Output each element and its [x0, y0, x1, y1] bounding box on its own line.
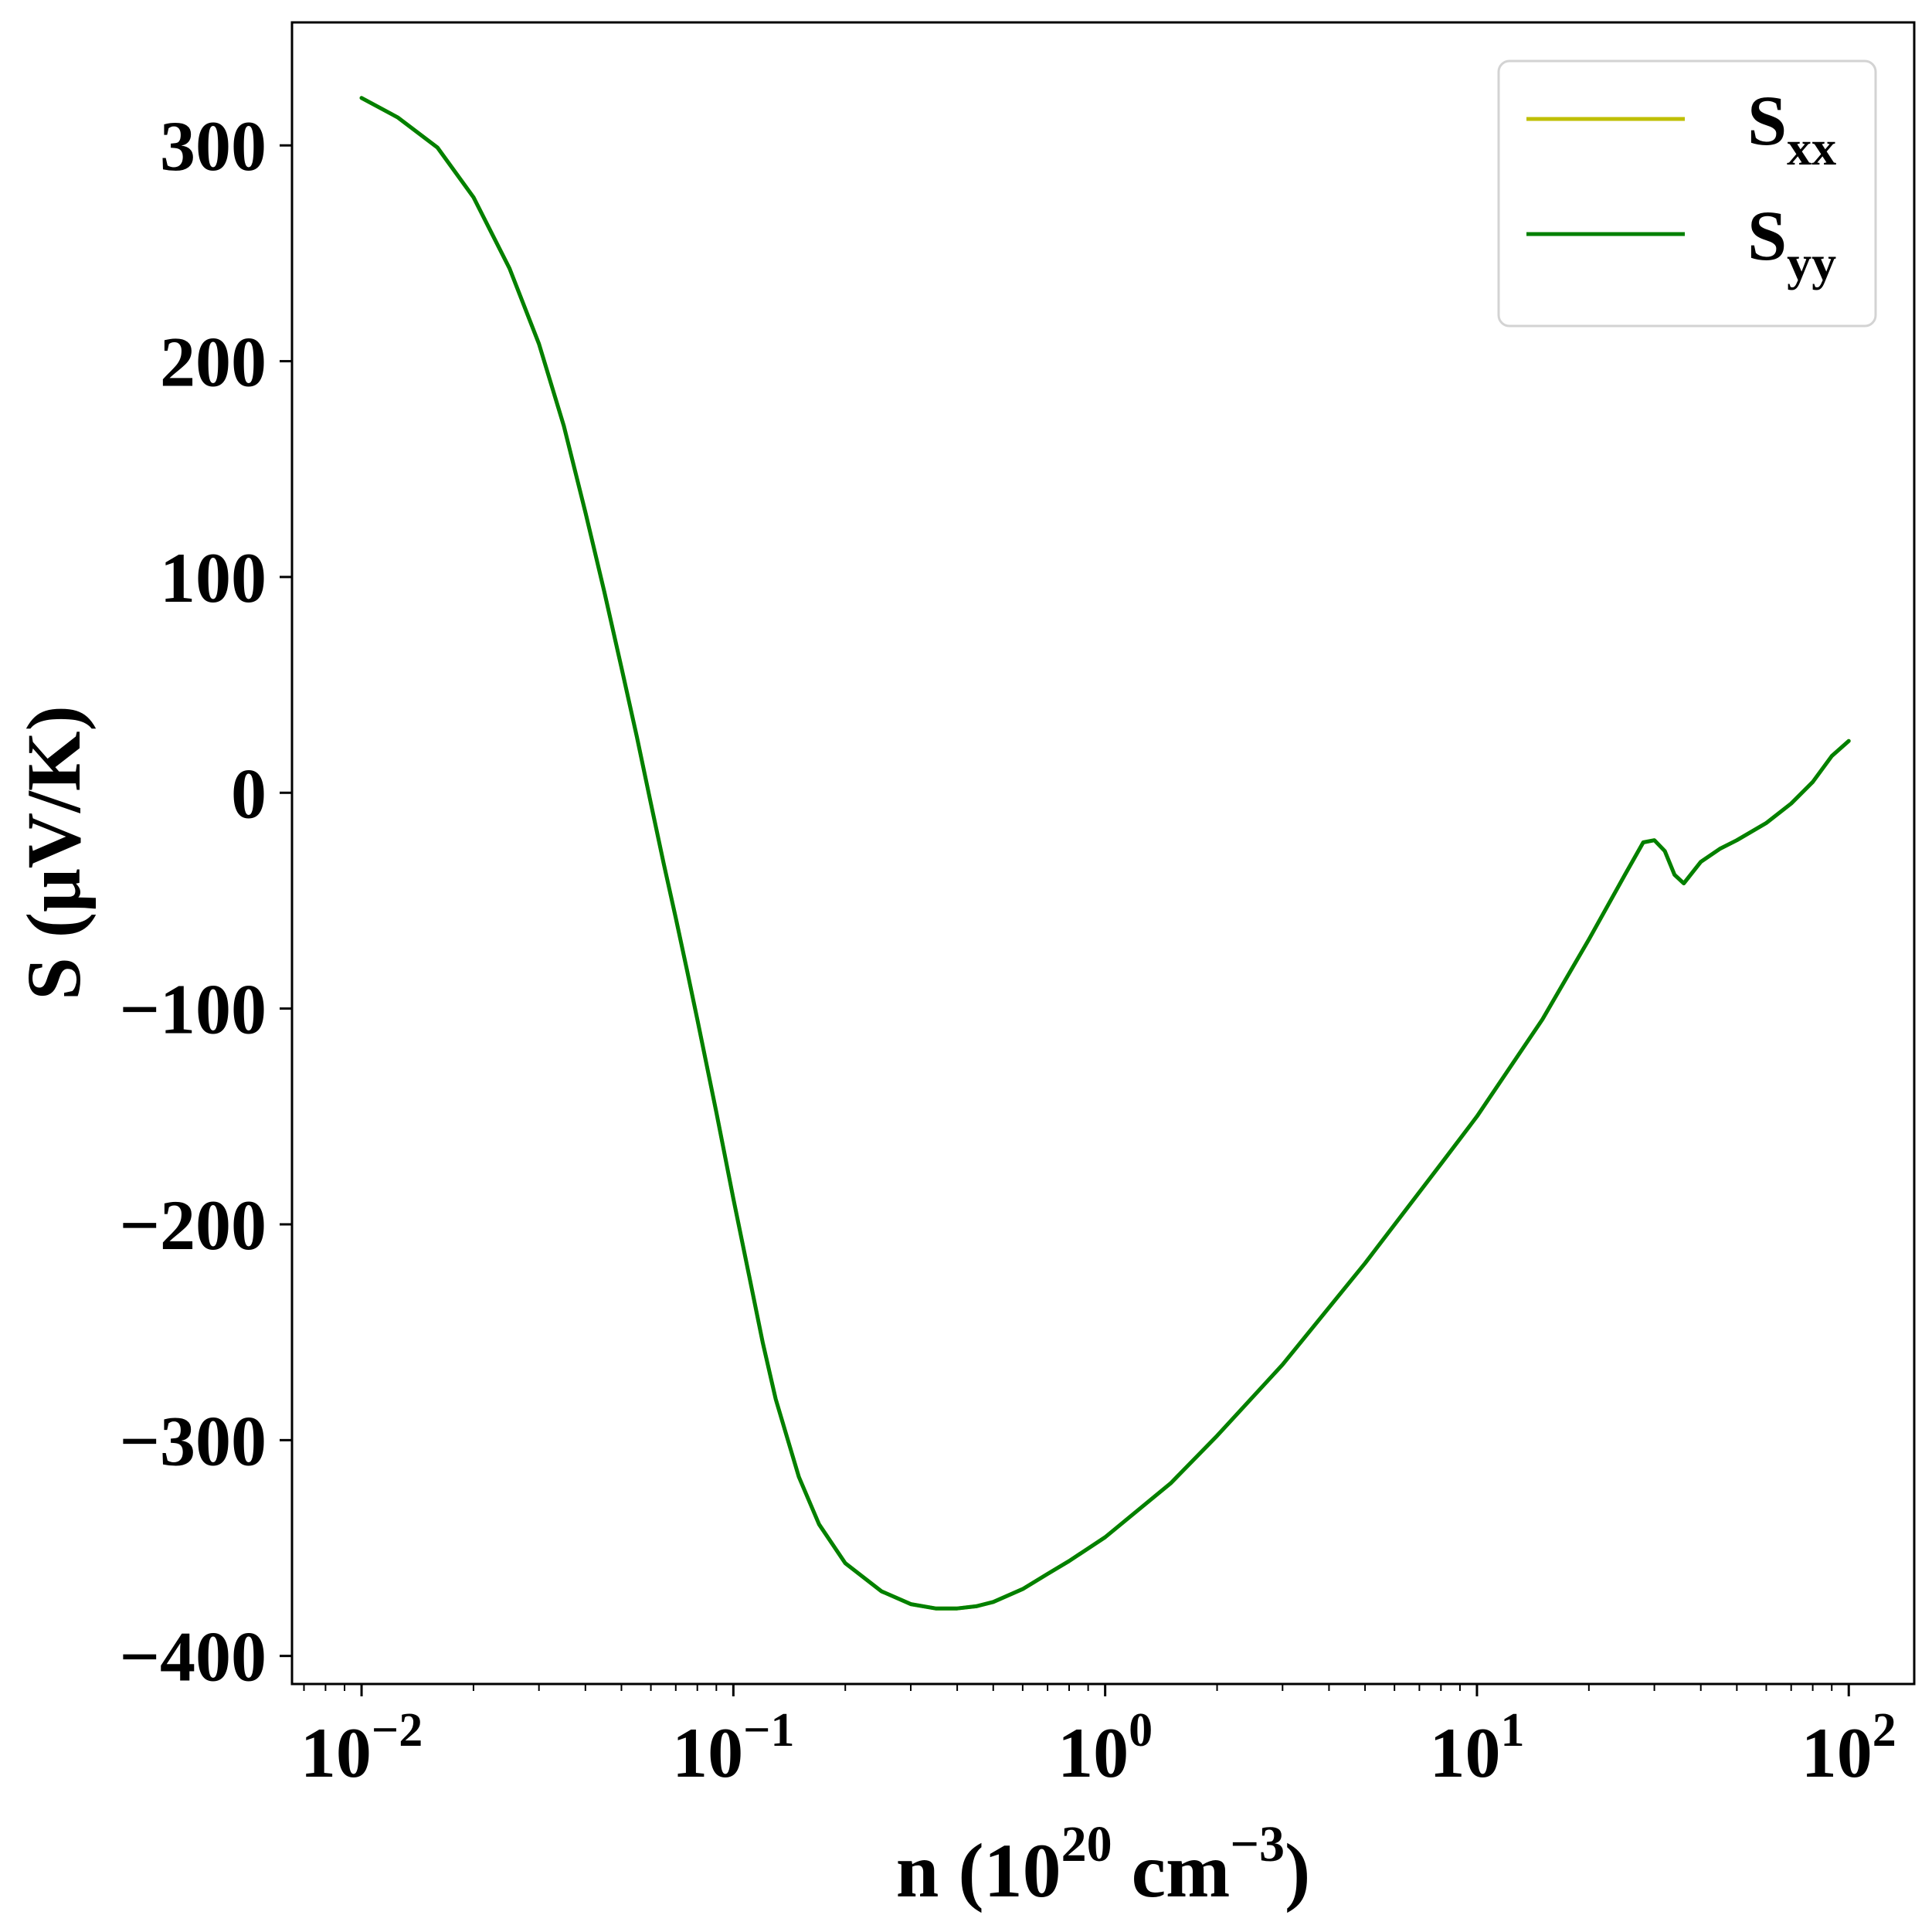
- x-tick-label: 101: [1429, 1704, 1524, 1792]
- legend-label-sxx: Sxx: [1747, 81, 1836, 175]
- y-axis: 300 200 100 0 −100 −200 −300 −400: [120, 107, 292, 1696]
- y-tick-label: −400: [120, 1618, 267, 1696]
- y-tick-label: −100: [120, 970, 267, 1049]
- legend: Sxx Syy: [1497, 59, 1877, 328]
- y-tick-label: 100: [160, 538, 267, 617]
- plot-frame: [290, 21, 1916, 1686]
- x-tick-label: 10−1: [672, 1704, 794, 1792]
- legend-frame: [1497, 59, 1877, 328]
- x-axis: 10−2 10−1 100 101 102: [300, 1684, 1896, 1792]
- y-tick-label: −300: [120, 1401, 267, 1480]
- y-axis-label: S (μV/K): [11, 705, 97, 1000]
- x-axis-label: n (1020 cm−3): [896, 1816, 1311, 1913]
- series-layer: [359, 96, 1851, 1611]
- y-tick-label: 300: [160, 107, 267, 185]
- series-line-yy: [359, 96, 1851, 1611]
- y-tick-label: 200: [160, 323, 267, 402]
- y-tick-label: 0: [231, 754, 267, 833]
- x-tick-label: 100: [1058, 1704, 1153, 1792]
- x-tick-label: 102: [1801, 1704, 1896, 1792]
- y-tick-label: −200: [120, 1186, 267, 1265]
- legend-label-syy: Syy: [1747, 196, 1836, 290]
- x-tick-label: 10−2: [300, 1704, 423, 1792]
